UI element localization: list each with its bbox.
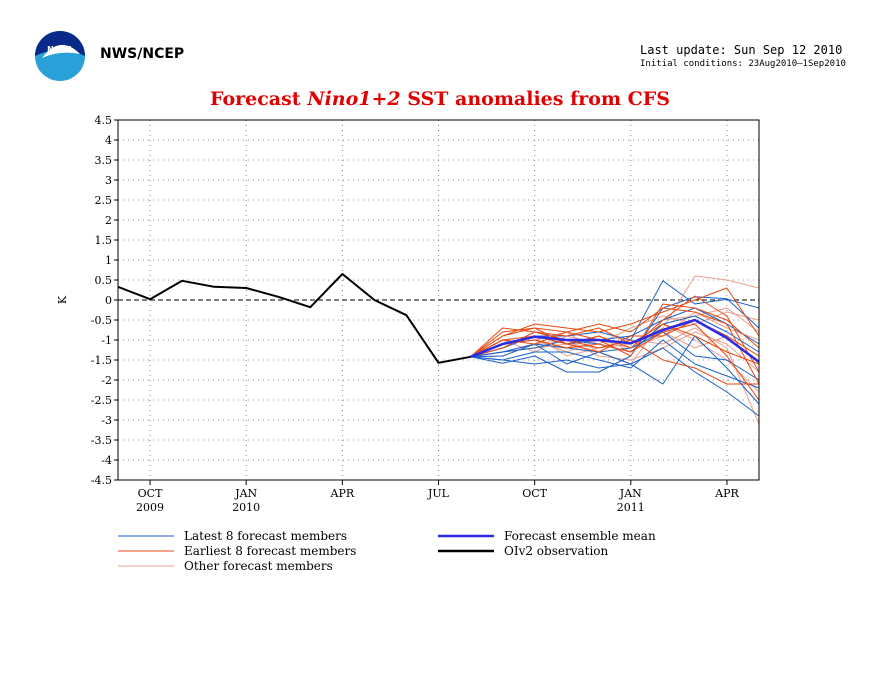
grid-layer <box>118 120 759 480</box>
legend: Latest 8 forecast members Forecast ensemb… <box>118 529 656 573</box>
y-tick-label: 0.5 <box>95 274 113 287</box>
y-tick-label: -2 <box>101 374 112 387</box>
y-tick-label: 3 <box>105 174 112 187</box>
y-tick-label: -1 <box>101 334 112 347</box>
x-tick-label: OCT <box>522 487 547 500</box>
latest-member-line <box>470 335 760 405</box>
agency-label: NWS/NCEP <box>100 46 185 62</box>
x-tick-label: JAN <box>234 487 257 500</box>
observation-line <box>117 273 471 364</box>
y-tick-label: 3.5 <box>95 154 113 167</box>
latest-member-line <box>470 331 760 381</box>
chart-title-prefix: Forecast <box>210 88 308 110</box>
chart-title-suffix: SST anomalies from CFS <box>400 88 670 110</box>
x-tick-year-label: 2010 <box>232 501 260 514</box>
chart-title: Forecast Nino1+2 SST anomalies from CFS <box>0 88 880 110</box>
y-tick-label: -4.5 <box>91 474 112 487</box>
x-tick-label: APR <box>330 487 355 500</box>
y-tick-label: 2.5 <box>95 194 113 207</box>
earliest-member-line <box>470 323 760 401</box>
y-tick-label: 4 <box>105 134 112 147</box>
x-tick-label: OCT <box>138 487 163 500</box>
y-tick-label: -2.5 <box>91 394 112 407</box>
y-tick-label: 4.5 <box>95 114 113 127</box>
latest-member-line <box>470 347 760 417</box>
legend-label: OIv2 observation <box>504 544 609 558</box>
chart-title-italic: Nino1+2 <box>307 88 401 110</box>
x-tick-label: JUL <box>427 487 450 500</box>
ensemble-mean-line <box>470 318 760 364</box>
earliest-member-line <box>470 303 760 358</box>
x-tick-label: JAN <box>619 487 642 500</box>
legend-label: Latest 8 forecast members <box>184 529 347 543</box>
latest-member-line <box>470 296 760 373</box>
y-tick-label: -1.5 <box>91 354 112 367</box>
y-tick-label: -0.5 <box>91 314 112 327</box>
x-tick-label: APR <box>714 487 739 500</box>
legend-label: Earliest 8 forecast members <box>184 544 356 558</box>
y-tick-label: 2 <box>105 214 112 227</box>
last-update-text: Last update: Sun Sep 12 2010 <box>640 43 843 57</box>
earliest-member-line <box>470 323 760 365</box>
legend-label: Other forecast members <box>184 559 333 573</box>
series-layer <box>117 273 760 425</box>
x-tick-year-label: 2011 <box>617 501 645 514</box>
axis-layer: 4.5 4 3.5 3 2.5 2 1.5 1 0.5 0 -0.5 -1 -1.5 -2 -2.5 -3 -3… <box>91 114 740 514</box>
y-tick-label: -4 <box>101 454 112 467</box>
y-tick-label: -3.5 <box>91 434 112 447</box>
y-tick-label: 1 <box>105 254 112 267</box>
y-axis-label: K <box>56 295 69 304</box>
latest-member-line <box>470 339 760 389</box>
legend-label: Forecast ensemble mean <box>504 529 656 543</box>
y-tick-label: -3 <box>101 414 112 427</box>
svg-text:NOAA: NOAA <box>47 45 73 54</box>
initial-conditions-text: Initial conditions: 23Aug2010—1Sep2010 <box>640 59 846 69</box>
y-tick-label: 1.5 <box>95 234 113 247</box>
x-tick-year-label: 2009 <box>136 501 164 514</box>
noaa-logo-icon: NOAA <box>34 30 86 82</box>
y-tick-label: 0 <box>105 294 112 307</box>
